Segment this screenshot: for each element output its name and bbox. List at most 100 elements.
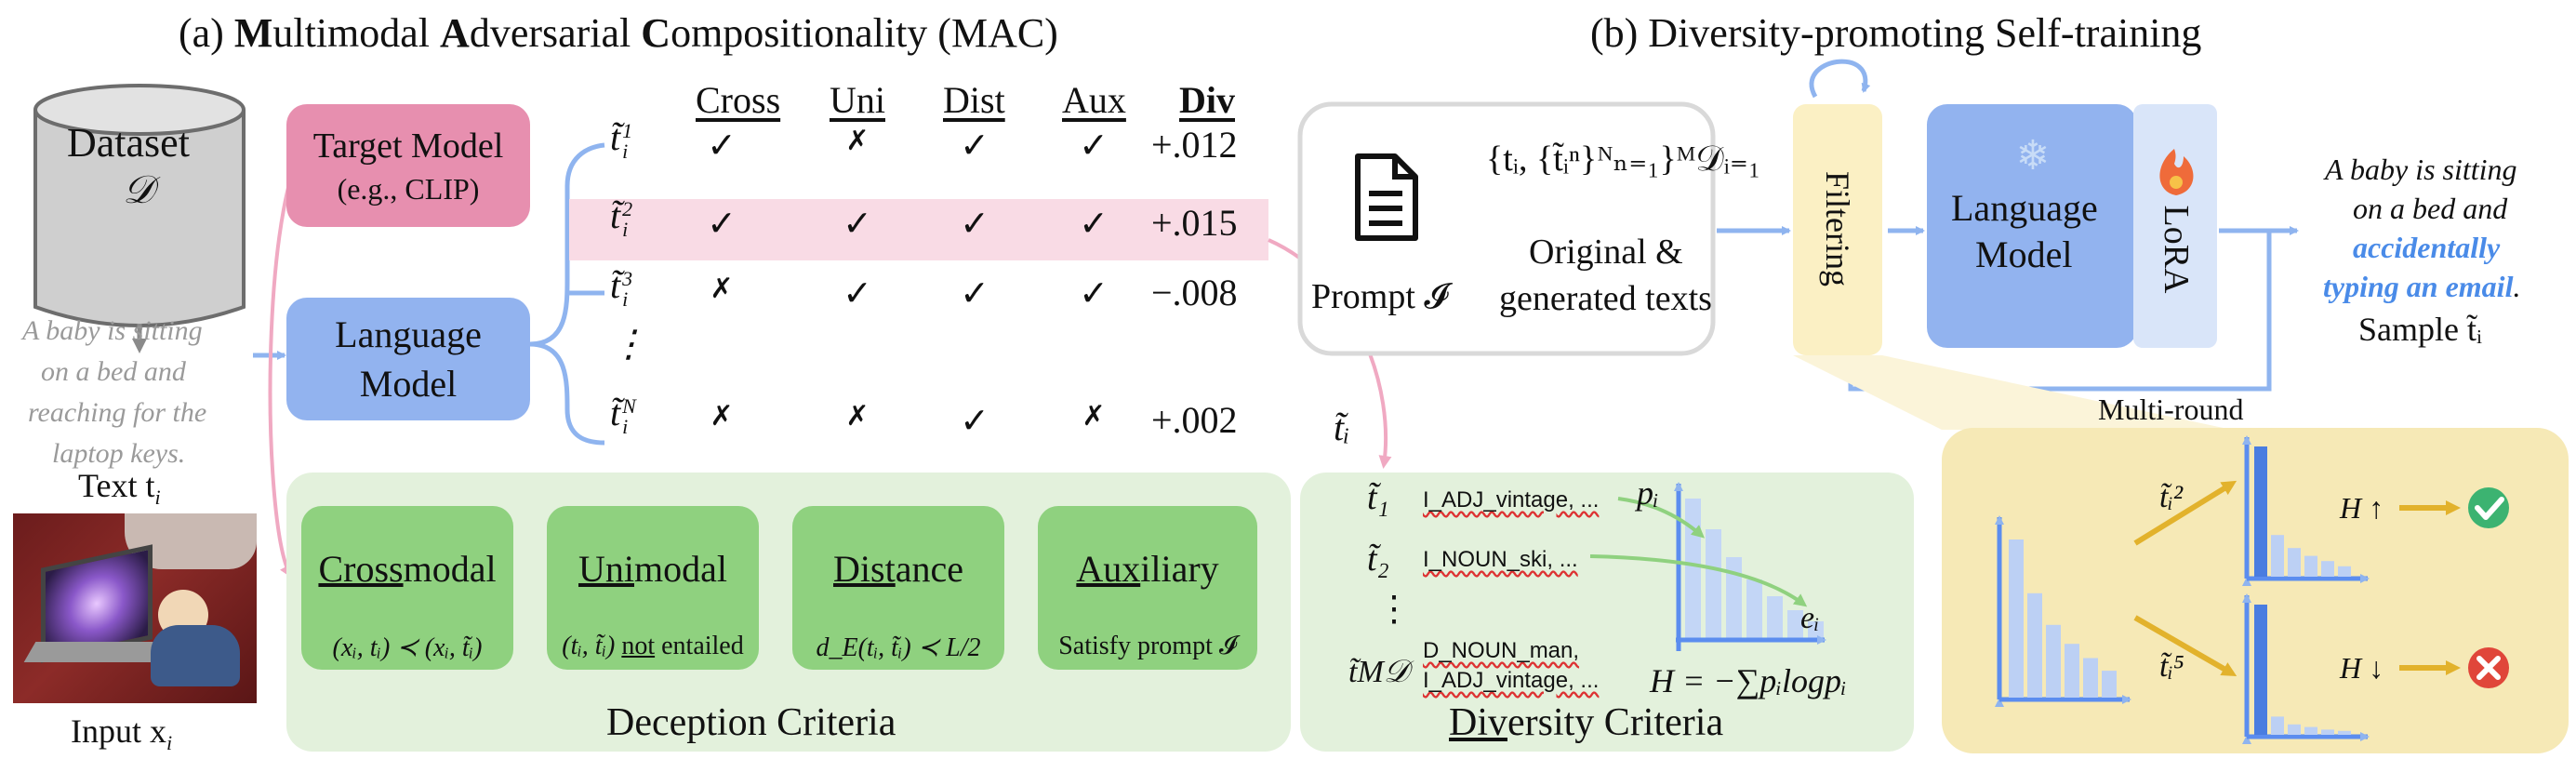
card-unimodal-title-rest: modal <box>634 548 727 590</box>
zoom-upper-label: t̃ᵢ² <box>2159 480 2184 514</box>
div-value-5: +.002 <box>1151 399 1238 441</box>
card-auxiliary-title-u: Aux <box>1076 548 1141 590</box>
card-unimodal-title: Unimodal <box>578 547 727 591</box>
zoom-up-bar-6 <box>2338 566 2351 577</box>
zoom-up-bar-1 <box>2254 446 2267 577</box>
multi-round-label: Multi-round <box>2098 393 2244 426</box>
text-t-label-main: Text t <box>78 467 155 504</box>
sample-highlight-2-wrap: typing an email. <box>2323 272 2520 301</box>
card-unimodal-title-u: Uni <box>578 548 634 590</box>
diversity-title-rest: ersity Criteria <box>1507 701 1724 744</box>
check-mark-r3-c2: ✓ <box>843 273 872 313</box>
zoom-up-bar-3 <box>2288 548 2301 577</box>
row-label-main: ⋮ <box>610 323 647 365</box>
lora-label: LoRA <box>2157 205 2196 294</box>
diversity-panel <box>1300 473 1914 752</box>
sample-highlight-2: typing an email <box>2323 270 2514 303</box>
div-value-1: +.012 <box>1151 124 1238 166</box>
panel-b-title: (b) Diversity-promoting Self-training <box>1590 10 2202 56</box>
card-distance-title: Distance <box>833 547 963 591</box>
lm-brace <box>529 142 605 446</box>
diversity-t-label: t̃ᵢ <box>1334 406 1350 448</box>
row-label-sup: N <box>622 393 636 418</box>
zoom-down-bar-5 <box>2321 729 2334 735</box>
zoom-up-bar-2 <box>2271 535 2284 577</box>
div-item-4-text-1: D_NOUN_man, <box>1423 640 1579 662</box>
card-crossmodal: Crossmodal (xᵢ, tᵢ) ≺ (xᵢ, t̃ᵢ) <box>301 506 513 670</box>
row-label-main: t̃ <box>610 264 621 306</box>
fire-icon <box>2159 149 2194 195</box>
row-label-main: t̃ <box>610 116 621 158</box>
zoom-down-bar-3 <box>2288 724 2301 735</box>
diversity-bar-5 <box>1767 596 1783 638</box>
panel-a-title-m: M <box>233 10 273 56</box>
self-loop-arrow <box>1809 59 1871 99</box>
header-uni: Uni <box>830 79 885 121</box>
target-model-box: Target Model (e.g., CLIP) <box>286 104 530 227</box>
row-label-main: t̃ <box>610 194 621 236</box>
row-label-sub: i <box>622 139 629 163</box>
row-label-main: t̃ <box>610 392 621 433</box>
panel-a-title-prefix: (a) <box>179 10 234 56</box>
input-photo <box>13 513 257 703</box>
card-crossmodal-title: Crossmodal <box>318 547 496 591</box>
photo-baby-body <box>151 625 240 686</box>
card-unimodal: Unimodal (tᵢ, t̃ᵢ) not entailed <box>547 506 759 670</box>
target-model-line-2: (e.g., CLIP) <box>337 171 480 206</box>
text-t-label-sub: i <box>154 486 161 510</box>
diversity-bar-2 <box>1706 529 1721 638</box>
check-mark-r2-c1: ✓ <box>707 203 737 244</box>
card-crossmodal-title-rest: modal <box>403 548 497 590</box>
sample-text-line-1: A baby is sitting <box>22 315 203 346</box>
row-label-1: t̃ 1 i <box>610 119 632 162</box>
input-x-label-sub: i <box>166 731 173 755</box>
row-label-sup: 1 <box>622 118 633 142</box>
diversity-bar-3 <box>1726 557 1742 638</box>
row-label-sup: 3 <box>622 266 633 290</box>
row-label-sub: i <box>622 286 629 311</box>
dataset-symbol: 𝒟 <box>123 169 154 212</box>
div-item-3-label: ⋮ <box>1376 590 1412 629</box>
check-mark-r5-c3: ✓ <box>960 400 989 441</box>
cross-circle-icon <box>2468 647 2509 688</box>
deception-title: Deception Criteria <box>606 701 896 744</box>
zoom-wedge <box>1793 355 2232 430</box>
zoom-left-bar-5 <box>2083 658 2098 698</box>
diversity-bar-1 <box>1685 499 1701 638</box>
photo-laptop-base <box>23 642 166 662</box>
sample-line-2: on a bed and <box>2353 192 2508 225</box>
sample-highlight-1: accidentally <box>2353 231 2501 264</box>
div-item-4-text-2: I_ADJ_vintage, ... <box>1423 670 1599 692</box>
sample-end: . <box>2513 270 2521 303</box>
zoom-down-bar-2 <box>2271 716 2284 735</box>
cross-mark-r5-c2: ✗ <box>845 400 870 433</box>
header-dist: Dist <box>943 79 1005 121</box>
diversity-bar-7 <box>1808 621 1824 638</box>
sample-text-line-2: on a bed and <box>41 356 186 387</box>
check-mark-r2-c4: ✓ <box>1079 203 1109 244</box>
diversity-bar-chart <box>1685 499 1824 638</box>
diversity-p-label: pᵢ <box>1637 474 1659 512</box>
row-label-sup: 2 <box>622 196 633 220</box>
zoom-down-bar-6 <box>2338 730 2351 735</box>
diversity-e-label: eᵢ <box>1800 601 1820 635</box>
lm-b-line-2: Model <box>1975 233 2073 275</box>
card-distance-body: d_E(tᵢ, t̃ᵢ) ≺ L/2 <box>816 633 981 662</box>
div-item-4-text-2-span: I_ADJ_vintage, ... <box>1423 668 1600 693</box>
div-value-2: +.015 <box>1151 202 1238 244</box>
diversity-bar-4 <box>1746 579 1762 638</box>
t2-to-chart-arrow <box>1589 554 1808 607</box>
card-unimodal-body-pre: (tᵢ, t̃ᵢ) <box>562 632 622 660</box>
h-down-label: H ↓ <box>2340 651 2384 685</box>
card-distance-title-rest: ance <box>895 548 963 590</box>
row-label-sub: i <box>622 217 629 241</box>
h-up-label: H ↑ <box>2340 491 2384 525</box>
zoom-down-arrow <box>2133 615 2237 676</box>
div-item-1-text: I_ADJ_vintage, ... <box>1423 489 1599 512</box>
panel-a-title-a-rest: dversarial <box>469 10 642 56</box>
zoom-left-bar-4 <box>2065 644 2079 698</box>
check-mark-r2-c2: ✓ <box>843 203 872 244</box>
language-model-a-line-2: Model <box>359 363 458 405</box>
